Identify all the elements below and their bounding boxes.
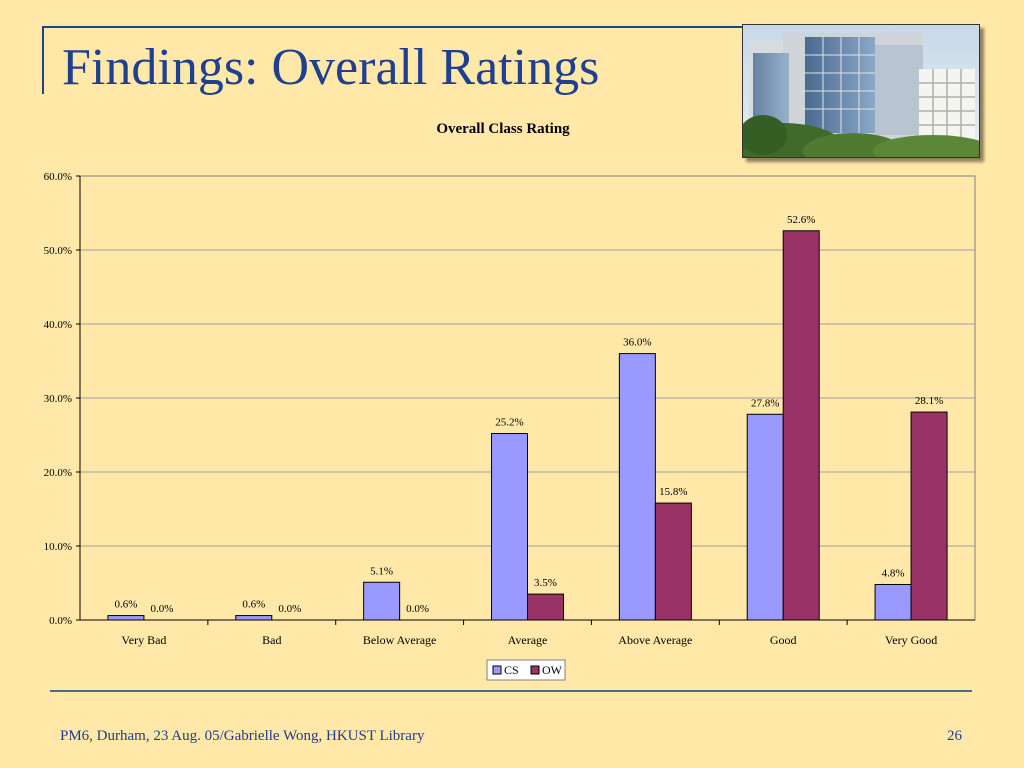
x-tick-label: Above Average bbox=[618, 633, 692, 647]
bar-ow bbox=[527, 593, 564, 621]
data-label-cs: 36.0% bbox=[623, 337, 651, 349]
bar-cs bbox=[491, 433, 528, 621]
data-label-cs: 25.2% bbox=[495, 417, 523, 429]
x-tick-label: Good bbox=[770, 633, 797, 647]
bar-cs bbox=[363, 581, 401, 621]
y-tick-label: 10.0% bbox=[44, 541, 72, 553]
x-tick-label: Average bbox=[508, 633, 548, 647]
x-tick-label: Very Bad bbox=[121, 633, 166, 647]
data-label-ow: 0.0% bbox=[150, 603, 173, 615]
y-tick-label: 60.0% bbox=[44, 171, 72, 183]
data-label-ow: 52.6% bbox=[787, 214, 815, 226]
bar-ow bbox=[782, 230, 820, 621]
bar-cs bbox=[874, 583, 912, 621]
data-label-cs: 0.6% bbox=[242, 599, 265, 611]
building-icon bbox=[743, 25, 979, 157]
bar-ow bbox=[910, 411, 948, 621]
data-label-cs: 4.8% bbox=[882, 567, 905, 579]
chart-container: Overall Class Rating 0.0% 10.0% 20.0% 30.0%… bbox=[0, 110, 1024, 690]
title-bracket bbox=[42, 26, 744, 94]
legend-swatch-ow bbox=[530, 665, 540, 675]
y-tick-label: 20.0% bbox=[44, 467, 72, 479]
data-label-cs: 0.6% bbox=[114, 599, 137, 611]
x-tick-label: Very Good bbox=[885, 633, 937, 647]
overall-class-rating-chart: Overall Class Rating 0.0% 10.0% 20.0% 30.0%… bbox=[44, 121, 976, 681]
campus-building-photo bbox=[742, 24, 980, 158]
chart-title: Overall Class Rating bbox=[436, 121, 570, 137]
bar-cs bbox=[107, 615, 145, 621]
x-tick-label: Below Average bbox=[363, 633, 436, 647]
data-label-ow: 0.0% bbox=[278, 603, 301, 615]
legend-label-cs: CS bbox=[504, 663, 519, 677]
footer-text: PM6, Durham, 23 Aug. 05/Gabrielle Wong, … bbox=[60, 728, 425, 744]
y-tick-label: 30.0% bbox=[44, 393, 72, 405]
data-label-cs: 5.1% bbox=[370, 565, 393, 577]
legend-swatch-cs bbox=[492, 665, 502, 675]
data-label-ow: 28.1% bbox=[915, 395, 943, 407]
slide-title: Findings: Overall Ratings bbox=[62, 39, 600, 96]
data-label-cs: 27.8% bbox=[751, 397, 779, 409]
y-tick-label: 50.0% bbox=[44, 245, 72, 257]
bar-cs bbox=[746, 413, 784, 621]
bar-cs bbox=[618, 353, 656, 621]
x-tick-label: Bad bbox=[262, 633, 281, 647]
bar-cs bbox=[235, 615, 273, 621]
data-label-ow: 3.5% bbox=[534, 577, 557, 589]
bar-ow bbox=[654, 502, 692, 621]
page-number: 26 bbox=[947, 728, 962, 744]
y-tick-label: 40.0% bbox=[44, 319, 72, 331]
legend-label-ow: OW bbox=[542, 663, 563, 677]
data-label-ow: 0.0% bbox=[406, 603, 429, 615]
y-tick-label: 0.0% bbox=[49, 615, 72, 627]
footer-divider bbox=[50, 690, 972, 692]
legend bbox=[486, 659, 566, 681]
data-label-ow: 15.8% bbox=[659, 486, 687, 498]
